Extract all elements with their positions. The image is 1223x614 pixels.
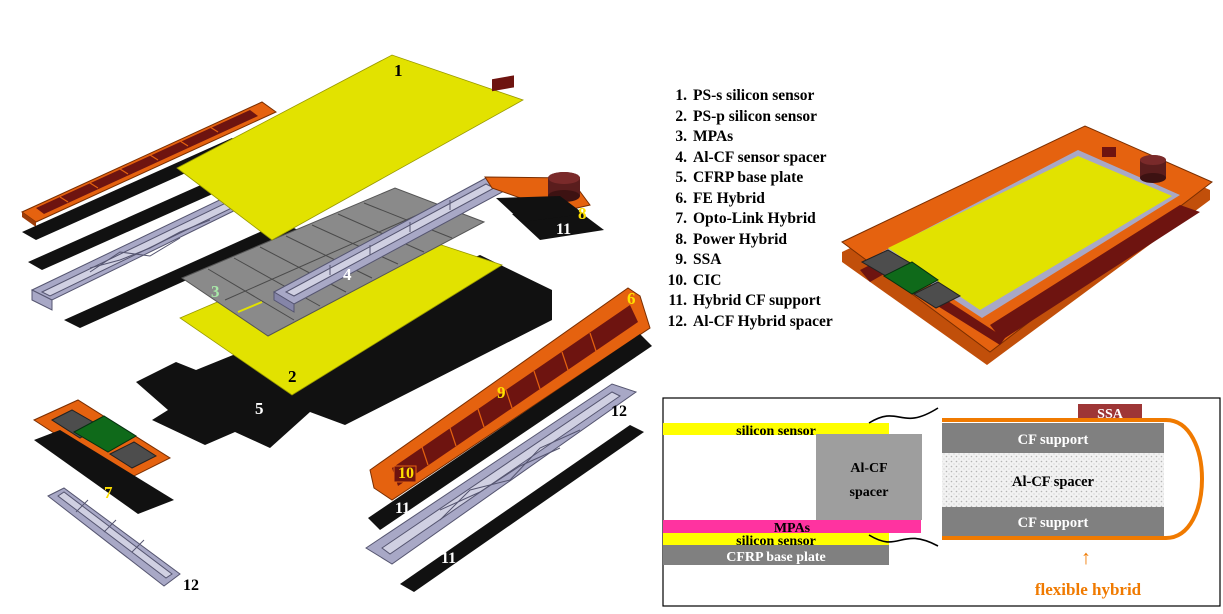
- callout-8: 8: [578, 204, 587, 223]
- silicon-sensor-top: [663, 423, 889, 435]
- fe-hybrid-left: [21, 101, 277, 227]
- legend-item-number: 12.: [667, 312, 687, 330]
- callout-5: 5: [255, 399, 264, 418]
- wire-bond-top: [868, 407, 939, 424]
- legend-item-number: 2.: [675, 107, 687, 125]
- fe-hybrid-right: [369, 287, 651, 501]
- mpas-layer: [663, 520, 921, 533]
- hybrid-cf-support-right-upper: [368, 334, 652, 530]
- component-legend: 1. PS-s silicon sensor 2. PS-p silicon sens…: [655, 86, 833, 332]
- legend-item-text: FE Hybrid: [693, 189, 765, 207]
- al-cf-spacer-left-label-2: spacer: [850, 485, 889, 500]
- legend-item: 11. Hybrid CF support: [655, 291, 833, 312]
- legend-item-text: Power Hybrid: [693, 230, 787, 248]
- callout-11-power: 11: [556, 221, 571, 238]
- silicon-sensor-top-label: silicon sensor: [736, 424, 816, 439]
- legend-item-text: MPAs: [693, 128, 734, 145]
- legend-item: 3. MPAs: [655, 127, 833, 148]
- legend-item-text: SSA: [693, 251, 722, 268]
- legend-item-number: 5.: [675, 169, 687, 186]
- legend-item-text: Al-CF sensor spacer: [693, 148, 827, 166]
- legend-item-number: 1.: [675, 87, 687, 104]
- al-cf-spacer-left-label-1: Al-CF: [850, 461, 887, 476]
- opto-link-hybrid: [32, 399, 181, 587]
- assembled-module: [841, 125, 1213, 365]
- legend-item-text: PS-p silicon sensor: [693, 107, 818, 125]
- legend-item-number: 9.: [675, 251, 687, 268]
- hybrid-cf-support-left-lower: [28, 172, 298, 328]
- legend-item-text: Opto-Link Hybrid: [693, 210, 816, 227]
- exploded-view: 1 2 3 4 5 6 7 8 9 10 11 11 11 11 12 12: [21, 54, 652, 594]
- al-cf-spacer-right-label: Al-CF spacer: [1012, 474, 1095, 490]
- callout-9: 9: [497, 383, 506, 402]
- legend-item-number: 4.: [675, 148, 687, 166]
- callout-1: 1: [394, 61, 403, 80]
- legend-item: 7. Opto-Link Hybrid: [655, 209, 833, 230]
- hybrid-cf-support-right-lower: [400, 425, 644, 592]
- callout-6: 6: [627, 289, 636, 308]
- callout-3: 3: [211, 282, 220, 301]
- legend-item-number: 10.: [667, 271, 687, 289]
- callout-10: 10: [398, 465, 414, 482]
- flexible-hybrid-arrow: ↑: [1081, 547, 1091, 569]
- legend-item-text: CIC: [693, 271, 722, 289]
- cross-section: silicon sensor Al-CF spacer MPAs silicon…: [662, 397, 1221, 607]
- callout-12-opto: 12: [183, 577, 199, 594]
- ps-s-silicon-sensor: [176, 54, 524, 241]
- legend-item: 12. Al-CF Hybrid spacer: [655, 312, 833, 333]
- callout-7: 7: [104, 483, 113, 502]
- legend-item-number: 8.: [675, 230, 687, 248]
- al-cf-spacer-left: [816, 434, 922, 520]
- cf-support-bottom: [942, 507, 1164, 536]
- silicon-sensor-bottom: [663, 533, 889, 545]
- al-cf-spacer-right: [942, 453, 1164, 507]
- callout-11-fe-upper: 11: [395, 500, 410, 517]
- legend-item: 2. PS-p silicon sensor: [655, 107, 833, 128]
- power-hybrid: [484, 75, 604, 240]
- callout-11-fe-lower: 11: [441, 550, 456, 567]
- ssa-chip: [1078, 404, 1142, 421]
- wire-bond-bottom: [868, 534, 939, 547]
- callout-11-opto: 11: [140, 515, 155, 532]
- legend-item: 8. Power Hybrid: [655, 230, 833, 251]
- legend-item: 9. SSA: [655, 250, 833, 271]
- cfrp-base-plate-label: CFRP base plate: [726, 550, 826, 565]
- legend-item-number: 6.: [675, 189, 687, 207]
- cf-support-top: [942, 423, 1164, 453]
- mpas-label: MPAs: [774, 521, 811, 536]
- al-cf-hybrid-spacer-opto: [47, 487, 181, 587]
- cfrp-base-plate-layer: [663, 545, 889, 565]
- legend-item-text: Al-CF Hybrid spacer: [693, 312, 833, 330]
- legend-item: 10. CIC: [655, 271, 833, 292]
- legend-item-text: CFRP base plate: [693, 169, 804, 186]
- callout-4: 4: [343, 265, 352, 284]
- flexible-hybrid-label: flexible hybrid: [1035, 580, 1142, 599]
- legend-item: 1. PS-s silicon sensor: [655, 86, 833, 107]
- al-cf-hybrid-spacer-right: [365, 383, 638, 565]
- legend-item-text: PS-s silicon sensor: [693, 87, 815, 104]
- legend-item-number: 11.: [668, 292, 687, 309]
- cf-support-bottom-label: CF support: [1018, 515, 1089, 531]
- legend-item: 6. FE Hybrid: [655, 189, 833, 210]
- flexible-hybrid-flex: [942, 418, 1204, 540]
- cf-support-top-label: CF support: [1018, 432, 1089, 448]
- legend-item-number: 3.: [675, 128, 687, 145]
- legend-item-number: 7.: [675, 210, 687, 227]
- callout-12-fe: 12: [611, 403, 627, 420]
- legend-item-text: Hybrid CF support: [693, 292, 821, 309]
- legend-item: 4. Al-CF sensor spacer: [655, 148, 833, 169]
- callout-2: 2: [288, 367, 297, 386]
- al-cf-hybrid-spacer-left: [30, 193, 254, 311]
- legend-item: 5. CFRP base plate: [655, 168, 833, 189]
